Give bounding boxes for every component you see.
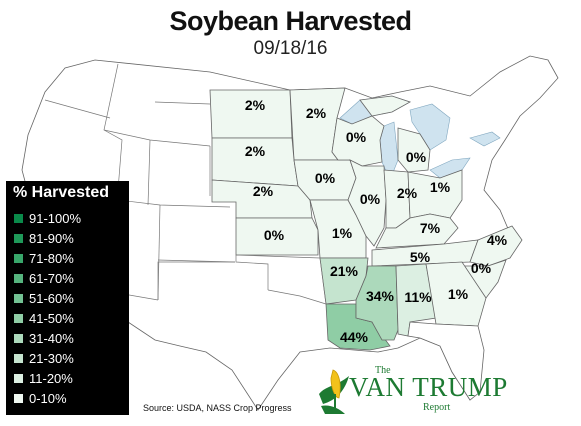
state-georgia bbox=[425, 261, 487, 327]
legend-label: 11-20% bbox=[29, 371, 73, 386]
state-north-carolina bbox=[469, 225, 523, 267]
legend-swatch bbox=[14, 374, 23, 383]
legend-swatch bbox=[14, 354, 23, 363]
legend-label: 81-90% bbox=[29, 231, 74, 246]
label-indiana: 2% bbox=[397, 185, 418, 201]
legend-label: 91-100% bbox=[29, 211, 82, 226]
legend-label: 31-40% bbox=[29, 331, 74, 346]
legend-swatch bbox=[14, 254, 23, 263]
label-mississippi: 34% bbox=[366, 288, 395, 304]
label-georgia: 1% bbox=[448, 286, 469, 302]
label-nebraska: 2% bbox=[253, 183, 274, 199]
map-date: 09/18/16 bbox=[253, 38, 328, 59]
state-michigan bbox=[359, 95, 431, 173]
label-minnesota: 2% bbox=[306, 105, 327, 121]
legend-swatch bbox=[14, 214, 23, 223]
label-arkansas: 21% bbox=[330, 263, 359, 279]
legend-swatch bbox=[14, 274, 23, 283]
state-kentucky bbox=[375, 213, 459, 249]
label-south-dakota: 2% bbox=[245, 143, 266, 159]
reporting-states bbox=[209, 87, 523, 351]
label-tennessee: 5% bbox=[410, 249, 431, 265]
label-michigan: 0% bbox=[406, 149, 427, 165]
label-alabama: 11% bbox=[404, 289, 432, 305]
state-illinois bbox=[347, 159, 387, 247]
label-ohio: 1% bbox=[430, 179, 451, 195]
legend-label: 41-50% bbox=[29, 311, 74, 326]
legend: % Harvested 91-100% 81-90% 71-80% 61-70%… bbox=[6, 181, 129, 415]
van-trump-logo: The VAN TRUMP Report bbox=[315, 362, 507, 416]
southern-plains-lines bbox=[157, 254, 327, 305]
legend-swatch bbox=[14, 394, 23, 403]
legend-label: 21-30% bbox=[29, 351, 74, 366]
map-title: Soybean Harvested bbox=[169, 6, 412, 36]
label-illinois: 0% bbox=[360, 191, 381, 207]
logo-the: The bbox=[375, 365, 391, 376]
legend-swatch bbox=[14, 334, 23, 343]
logo-name: VAN TRUMP bbox=[349, 372, 508, 402]
legend-swatch bbox=[14, 314, 23, 323]
source-note: Source: USDA, NASS Crop Progress bbox=[143, 403, 292, 413]
logo-report: Report bbox=[423, 402, 451, 413]
corn-icon bbox=[319, 369, 349, 414]
state-labels: 2% 2% 2% 0% 0% 0% 2% 0% 2% 1% 0% 1% 7% 4… bbox=[245, 97, 508, 345]
label-kansas: 0% bbox=[264, 227, 285, 243]
label-kentucky: 7% bbox=[420, 220, 441, 236]
legend-label: 51-60% bbox=[29, 291, 74, 306]
state-kansas bbox=[235, 217, 319, 256]
legend-title: % Harvested bbox=[13, 184, 110, 201]
legend-label: 61-70% bbox=[29, 271, 74, 286]
legend-label: 71-80% bbox=[29, 251, 74, 266]
legend-label: 0-10% bbox=[29, 391, 67, 406]
label-missouri: 1% bbox=[332, 225, 353, 241]
label-south-carolina: 0% bbox=[471, 260, 492, 276]
label-louisiana: 44% bbox=[340, 329, 369, 345]
legend-swatch bbox=[14, 234, 23, 243]
label-wisconsin: 0% bbox=[346, 129, 367, 145]
legend-swatch bbox=[14, 294, 23, 303]
label-north-dakota: 2% bbox=[245, 97, 266, 113]
label-north-carolina: 4% bbox=[487, 232, 508, 248]
label-iowa: 0% bbox=[315, 170, 336, 186]
state-wisconsin bbox=[331, 115, 385, 167]
state-florida bbox=[407, 321, 485, 401]
